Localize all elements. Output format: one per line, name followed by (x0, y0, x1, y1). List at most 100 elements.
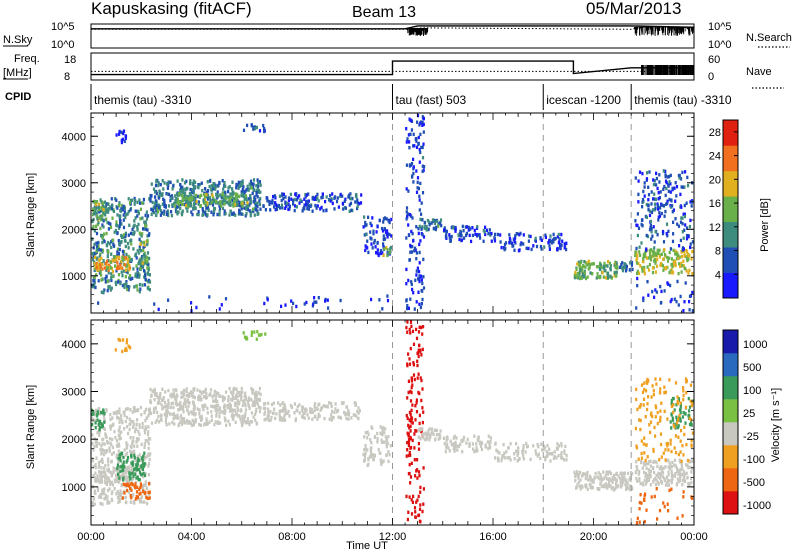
range-cell (646, 280, 649, 284)
range-cell (258, 386, 261, 391)
range-cell (382, 253, 385, 257)
range-cell (137, 271, 140, 276)
range-cell (107, 457, 110, 461)
range-cell (690, 476, 693, 481)
range-cell (408, 495, 411, 499)
range-cell (142, 248, 145, 253)
range-cell (645, 466, 648, 470)
range-cell (103, 452, 106, 457)
range-cell (604, 484, 607, 489)
range-cell (655, 176, 658, 181)
range-cell (120, 430, 123, 434)
range-cell (193, 388, 196, 392)
range-cell (115, 220, 118, 224)
range-cell (267, 410, 270, 415)
range-cell (421, 347, 424, 352)
range-cell (409, 412, 412, 417)
range-cell (134, 482, 137, 486)
range-cell (429, 435, 432, 439)
range-cell (238, 194, 241, 199)
range-cell (176, 201, 179, 205)
range-cell (241, 204, 244, 208)
range-cell (116, 490, 119, 494)
range-cell (311, 410, 315, 414)
range-cell (123, 139, 126, 143)
range-cell (519, 231, 522, 236)
range-cell (549, 239, 552, 244)
power-colorbar-label-tick: 28 (709, 127, 721, 139)
range-cell (388, 453, 391, 457)
station-title: Kapuskasing (fitACF) (91, 0, 252, 18)
range-cell (99, 226, 102, 231)
range-cell (688, 465, 691, 469)
range-cell (592, 262, 595, 266)
range-cell (461, 450, 464, 454)
range-cell (406, 517, 409, 522)
range-cell (212, 399, 215, 403)
range-cell (452, 442, 455, 446)
range-cell (167, 211, 170, 215)
range-cell (535, 452, 538, 456)
range-cell (539, 456, 542, 461)
range-cell (444, 235, 447, 239)
range-cell (135, 437, 139, 441)
range-cell (358, 409, 361, 413)
range-cell (559, 246, 562, 250)
range-cell (386, 441, 389, 446)
range-cell (667, 483, 670, 487)
range-cell (136, 475, 139, 479)
range-cell (366, 463, 369, 468)
range-cell (250, 397, 253, 402)
range-cell (217, 404, 220, 408)
range-cell (101, 502, 104, 506)
range-cell (371, 246, 374, 250)
range-cell (174, 397, 177, 401)
range-cell (172, 417, 175, 421)
range-cell (207, 189, 210, 193)
range-cell (92, 474, 95, 478)
range-cell (108, 449, 111, 453)
range-cell (241, 212, 244, 216)
range-cell (214, 405, 217, 410)
range-cell (280, 409, 283, 413)
range-cell (683, 253, 686, 257)
range-cell (218, 407, 221, 412)
range-cell (612, 473, 616, 478)
range-cell (157, 203, 160, 207)
range-cell (675, 256, 678, 260)
range-cell (515, 442, 518, 446)
range-cell (313, 415, 316, 419)
range-cell (224, 297, 228, 301)
range-cell (544, 233, 547, 237)
range-cell (98, 412, 101, 416)
range-cell (670, 471, 673, 475)
range-cell (602, 265, 606, 269)
range-cell (240, 390, 243, 394)
range-cell (412, 361, 415, 365)
range-cell (157, 397, 160, 402)
range-cell (457, 444, 461, 449)
range-cell (659, 284, 662, 289)
range-cell (118, 416, 122, 421)
range-cell (284, 408, 287, 412)
range-cell (212, 209, 216, 213)
range-cell (279, 206, 282, 210)
range-cell (660, 289, 663, 294)
range-cell (95, 265, 98, 270)
range-cell (147, 446, 150, 451)
range-cell (325, 208, 328, 212)
range-cell (676, 222, 679, 226)
range-cell (627, 486, 630, 490)
freq-left-tick-bottom: 8 (64, 71, 70, 83)
range-cell (253, 399, 256, 404)
range-cell (119, 281, 122, 286)
range-cell (687, 253, 690, 257)
range-cell (682, 212, 685, 216)
range-cell (679, 472, 682, 476)
range-cell (216, 399, 219, 404)
range-cell (141, 265, 145, 269)
range-cell (232, 211, 235, 215)
range-cell (186, 408, 189, 412)
range-cell (91, 219, 94, 224)
